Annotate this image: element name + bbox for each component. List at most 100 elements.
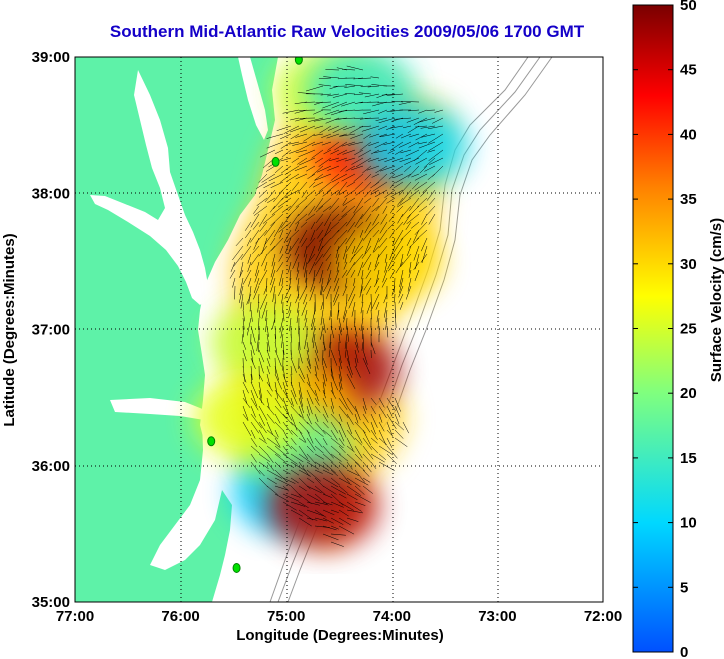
velocity-vector xyxy=(395,133,404,139)
velocity-vector xyxy=(344,85,356,88)
velocity-vector xyxy=(428,213,436,225)
velocity-vector xyxy=(290,429,298,437)
velocity-vector xyxy=(266,373,271,387)
velocity-vector xyxy=(281,149,292,158)
velocity-vector xyxy=(330,373,338,391)
velocity-vector xyxy=(398,141,412,148)
velocity-vector xyxy=(355,157,372,168)
velocity-vector xyxy=(346,261,356,276)
velocity-vector xyxy=(311,309,316,327)
velocity-vector xyxy=(344,93,356,95)
velocity-vector xyxy=(274,421,284,431)
velocity-vector xyxy=(274,389,284,402)
velocity-vector xyxy=(253,237,260,250)
velocity-vector xyxy=(270,213,284,227)
velocity-vector xyxy=(362,485,373,494)
velocity-vector xyxy=(282,389,293,406)
radar-stations xyxy=(207,57,303,573)
colorbar-tick-label: 0 xyxy=(680,644,688,659)
velocity-vector xyxy=(354,341,360,353)
velocity-vector xyxy=(250,421,260,434)
velocity-vector xyxy=(379,133,396,138)
velocity-vector xyxy=(274,413,281,424)
velocity-vector xyxy=(316,165,332,173)
velocity-vector xyxy=(299,125,316,133)
velocity-vector xyxy=(266,485,279,496)
velocity-vector xyxy=(330,485,346,495)
velocity-vector xyxy=(322,533,339,541)
velocity-vector xyxy=(344,253,348,264)
velocity-vector xyxy=(362,165,372,174)
velocity-vector xyxy=(314,197,324,211)
velocity-vector xyxy=(284,285,292,299)
velocity-vector xyxy=(303,245,308,258)
velocity-vector xyxy=(266,421,273,435)
velocity-vector xyxy=(306,461,319,470)
velocity-vector xyxy=(409,261,412,273)
velocity-vector xyxy=(298,429,307,443)
velocity-vector xyxy=(343,245,348,260)
velocity-vector xyxy=(338,213,348,222)
velocity-vector xyxy=(282,477,296,484)
velocity-vector xyxy=(371,173,380,178)
velocity-vector xyxy=(421,133,436,138)
velocity-vector xyxy=(428,197,436,205)
velocity-vector xyxy=(279,229,284,239)
velocity-vector xyxy=(259,293,268,310)
velocity-vector xyxy=(258,429,266,442)
velocity-vector xyxy=(353,149,364,156)
velocity-vector xyxy=(395,261,404,274)
velocity-vector xyxy=(378,397,385,408)
velocity-vector xyxy=(370,405,376,415)
velocity-vector xyxy=(314,413,319,423)
velocity-vector xyxy=(422,181,436,193)
velocity-vector xyxy=(282,397,290,415)
velocity-vector xyxy=(306,429,314,444)
velocity-vector xyxy=(288,213,300,229)
velocity-vector xyxy=(322,101,340,109)
velocity-vector xyxy=(280,213,292,229)
velocity-vector xyxy=(424,165,436,172)
velocity-vector xyxy=(295,197,308,208)
velocity-vector xyxy=(258,381,263,399)
velocity-vector xyxy=(322,477,339,488)
velocity-vector xyxy=(366,165,380,171)
velocity-vector xyxy=(298,453,311,463)
velocity-vector xyxy=(266,141,284,149)
velocity-vector xyxy=(335,253,340,265)
velocity-vector xyxy=(394,421,405,431)
velocity-vector xyxy=(357,221,364,229)
velocity-vector xyxy=(279,317,284,333)
velocity-vector xyxy=(290,493,301,498)
velocity-vector xyxy=(242,373,247,383)
velocity-vector xyxy=(414,173,428,181)
velocity-vector xyxy=(393,277,396,293)
velocity-vector xyxy=(341,101,356,107)
velocity-vector xyxy=(398,293,404,304)
velocity-vector xyxy=(338,509,349,517)
velocity-vector xyxy=(266,365,270,375)
velocity-vector xyxy=(298,493,312,504)
x-tick-label: 75:00 xyxy=(267,608,305,625)
velocity-vector xyxy=(252,221,260,230)
velocity-vector xyxy=(411,181,420,190)
velocity-vector xyxy=(298,461,310,477)
velocity-vector xyxy=(406,245,412,256)
velocity-vector xyxy=(322,341,326,351)
velocity-vector xyxy=(327,165,340,171)
velocity-vector xyxy=(314,357,319,370)
velocity-vector xyxy=(306,453,316,464)
velocity-vector xyxy=(314,421,326,435)
velocity-vector xyxy=(354,213,364,228)
velocity-vector xyxy=(290,397,294,407)
velocity-vector xyxy=(348,141,364,146)
velocity-vector xyxy=(332,125,348,134)
velocity-vector xyxy=(386,405,393,417)
velocity-vector xyxy=(331,101,348,109)
velocity-vector xyxy=(282,461,295,468)
velocity-vector xyxy=(290,437,297,445)
velocity-vector xyxy=(322,429,332,438)
velocity-vector xyxy=(309,181,316,188)
velocity-vector xyxy=(403,213,412,226)
velocity-vector xyxy=(344,157,356,162)
